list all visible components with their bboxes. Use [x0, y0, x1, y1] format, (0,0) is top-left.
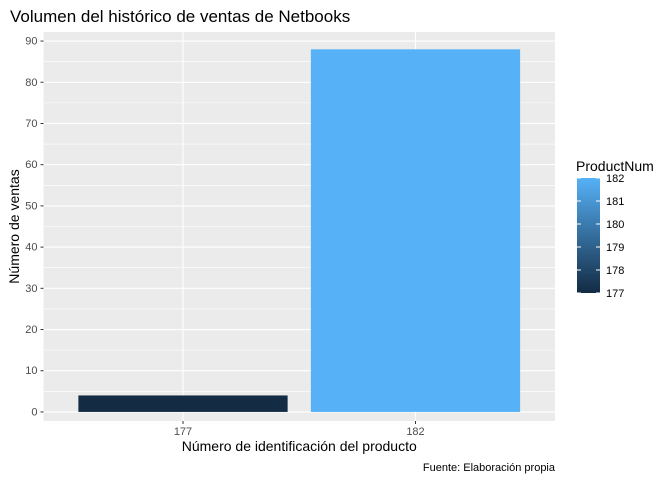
y-tick-label: 90: [25, 36, 37, 48]
y-tick-label: 60: [25, 159, 37, 171]
legend-title: ProductNum: [576, 158, 654, 174]
x-tick-label: 182: [406, 426, 424, 438]
y-axis-label: Número de ventas: [6, 169, 22, 283]
y-tick-label: 40: [25, 242, 37, 254]
chart-title: Volumen del histórico de ventas de Netbo…: [10, 7, 350, 26]
legend-tick-label: 179: [606, 242, 624, 254]
y-tick-label: 70: [25, 118, 37, 130]
legend-tick-label: 182: [606, 173, 624, 185]
bars: [78, 49, 521, 412]
x-tick-label: 177: [174, 426, 192, 438]
y-tick-label: 30: [25, 283, 37, 295]
legend-tick-label: 178: [606, 265, 624, 277]
legend: ProductNum 177 178 179 180 181 182: [576, 158, 654, 300]
y-tick-label: 10: [25, 365, 37, 377]
legend-colorbar: [577, 178, 600, 293]
chart-caption: Fuente: Elaboración propia: [423, 462, 556, 474]
bar: [78, 395, 288, 412]
y-tick-label: 50: [25, 200, 37, 212]
y-tick-label: 80: [25, 77, 37, 89]
y-tick-label: 0: [31, 406, 37, 418]
legend-tick-label: 180: [606, 219, 624, 231]
legend-ticks: 177 178 179 180 181 182: [577, 173, 624, 300]
y-tick-label: 20: [25, 324, 37, 336]
bar: [310, 49, 521, 412]
y-axis: 0 10 20 30 40 50 60 70 80 90: [25, 36, 44, 418]
legend-tick-label: 181: [606, 196, 624, 208]
x-axis: 177 182: [174, 421, 425, 438]
legend-tick-label: 177: [606, 288, 624, 300]
x-axis-label: Número de identificación del producto: [182, 438, 417, 454]
